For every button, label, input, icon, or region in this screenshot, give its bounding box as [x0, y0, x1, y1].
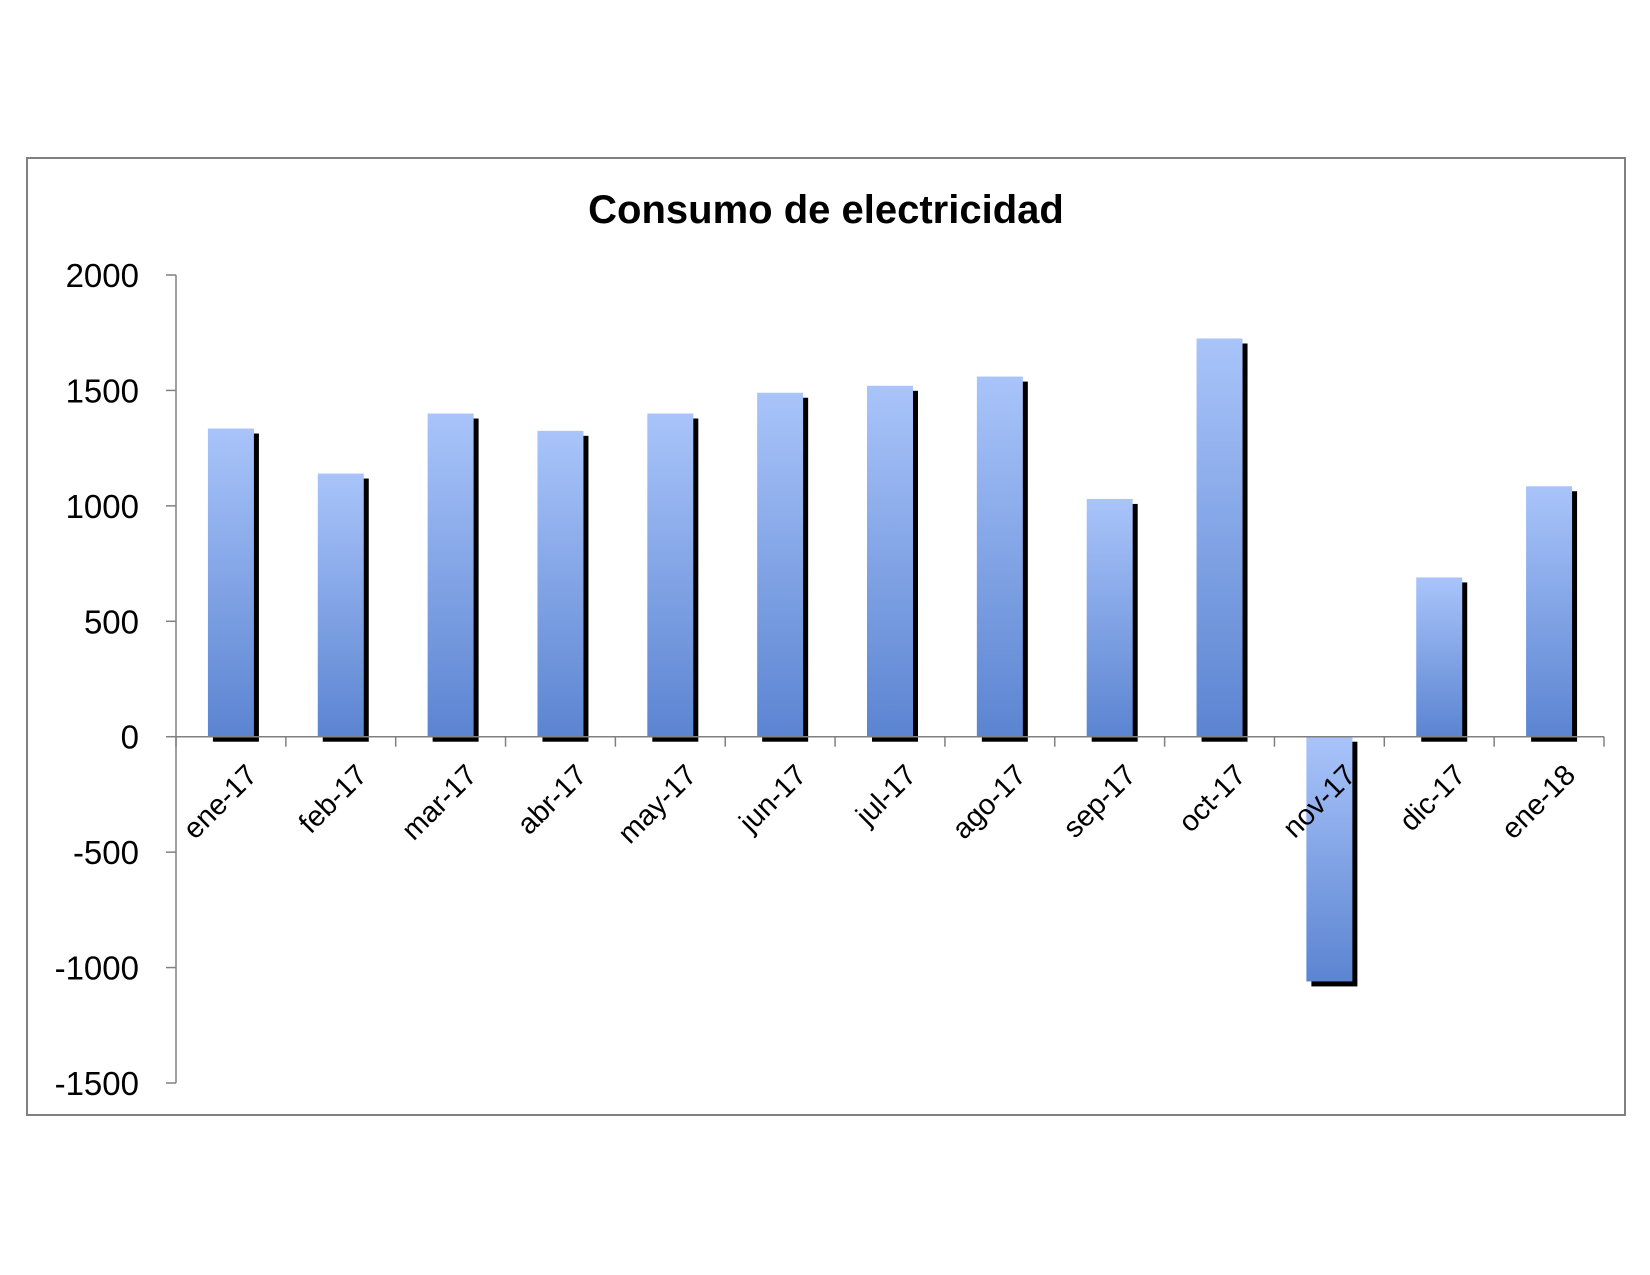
chart-frame — [26, 157, 1626, 1116]
y-tick-label: 1500 — [66, 372, 139, 409]
y-tick-label: 1000 — [66, 488, 139, 525]
bar-dic-17 — [1416, 577, 1463, 737]
bar-ago-17 — [976, 376, 1023, 737]
y-tick-label: 0 — [121, 719, 139, 756]
y-tick-label: 2000 — [66, 257, 139, 294]
bar-jul-17 — [867, 385, 913, 737]
bar-jun-17 — [757, 392, 804, 737]
bar-sep-17 — [1086, 498, 1133, 737]
bar-ene-18 — [1526, 486, 1573, 737]
bars — [207, 338, 1578, 987]
bar-nov-17 — [1306, 736, 1353, 982]
y-tick-label: -1000 — [55, 950, 139, 987]
bar-feb-17 — [317, 473, 364, 737]
y-axis: 2000 1500 1000 500 0 -500 -1000 -1500 — [55, 257, 177, 1102]
y-tick-label: -1500 — [55, 1065, 139, 1102]
bar-may-17 — [647, 413, 694, 737]
chart-title: Consumo de electricidad — [588, 188, 1064, 232]
bar-mar-17 — [427, 413, 474, 737]
bar-oct-17 — [1196, 338, 1243, 737]
y-tick-label: 500 — [84, 603, 139, 640]
y-tick-label: -500 — [73, 834, 139, 871]
bar-abr-17 — [537, 430, 584, 737]
bar-ene-17 — [207, 428, 254, 737]
